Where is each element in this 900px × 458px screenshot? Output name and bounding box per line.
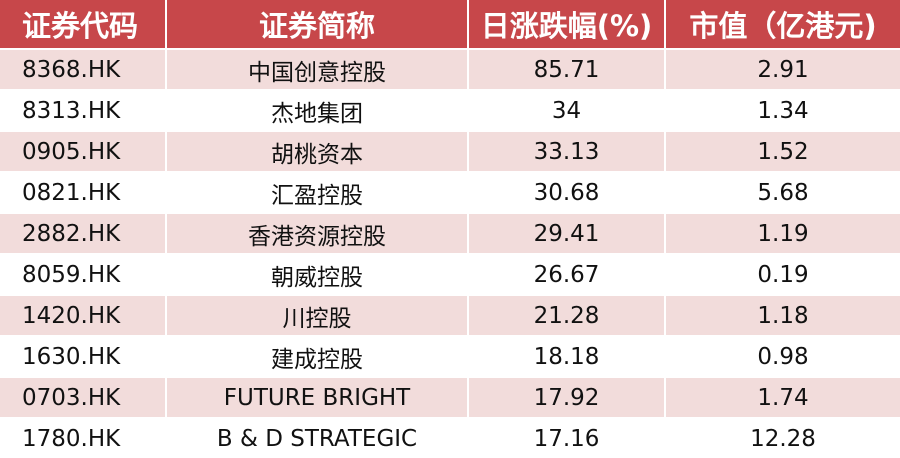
table-cell: 建成控股: [167, 337, 469, 376]
table-cell: 1.74: [666, 378, 900, 417]
table-cell: 1.52: [666, 132, 900, 171]
table-cell: 17.16: [469, 419, 666, 458]
table-cell: 杰地集团: [167, 91, 469, 130]
header-cell: 证券简称: [167, 0, 469, 48]
table-cell: 0.98: [757, 343, 809, 370]
table-cell: 中国创意控股: [167, 50, 469, 89]
table-cell: 汇盈控股: [167, 173, 469, 212]
table-cell: 26.67: [469, 255, 666, 294]
table-row: 1420.HK 川控股 21.28 1.18: [0, 296, 900, 335]
header-cell: 市值（亿港元): [666, 0, 900, 48]
table-cell: 胡桃资本: [167, 132, 469, 171]
table-row: 8059.HK 朝威控股 26.67 0.19: [0, 255, 900, 294]
table-cell: 5.68: [757, 179, 809, 206]
table-row: 2882.HK 香港资源控股 29.41 1.19: [0, 214, 900, 253]
table-cell: 33.13: [469, 132, 666, 171]
header-row: 证券代码 证券简称 日涨跌幅(%) 市值（亿港元): [0, 0, 900, 48]
table-cell: 川控股: [167, 296, 469, 335]
table-cell: 21.28: [469, 296, 666, 335]
table-cell: 0821.HK: [0, 173, 167, 212]
table-cell: 2.91: [666, 50, 900, 89]
header-cell: 证券代码: [0, 0, 167, 48]
table-row: 0821.HK 汇盈控股 30.68 5.68: [0, 173, 900, 212]
table-cell: 1.19: [666, 214, 900, 253]
table-row: 1780.HK B & D STRATEGIC 17.16 12.28: [0, 419, 900, 458]
table-cell: B & D STRATEGIC: [167, 419, 469, 458]
table-cell: 8313.HK: [0, 91, 167, 130]
table-cell: 1780.HK: [0, 419, 167, 458]
table-cell: 1420.HK: [0, 296, 167, 335]
table-cell: 1.18: [666, 296, 900, 335]
table-cell: 0.19: [757, 261, 809, 288]
table-cell: 1.34: [757, 97, 809, 124]
table-row: 8313.HK 杰地集团 34 1.34: [0, 91, 900, 130]
table-cell: 香港资源控股: [167, 214, 469, 253]
table-cell: 0905.HK: [0, 132, 167, 171]
table-row: 1630.HK 建成控股 18.18 0.98: [0, 337, 900, 376]
header-cell: 日涨跌幅(%): [469, 0, 666, 48]
table-row: 0905.HK 胡桃资本 33.13 1.52: [0, 132, 900, 171]
table-cell: 0703.HK: [0, 378, 167, 417]
table-cell: 2882.HK: [0, 214, 167, 253]
table-row: 0703.HK FUTURE BRIGHT 17.92 1.74: [0, 378, 900, 417]
table-cell: 34: [469, 91, 666, 130]
table-cell: 8059.HK: [0, 255, 167, 294]
table-cell: 8368.HK: [0, 50, 167, 89]
table-cell: 29.41: [469, 214, 666, 253]
table-cell: 85.71: [469, 50, 666, 89]
table-cell: 17.92: [469, 378, 666, 417]
table-cell: 12.28: [750, 425, 816, 452]
table-cell: 朝威控股: [167, 255, 469, 294]
table-cell: FUTURE BRIGHT: [167, 378, 469, 417]
table-cell: 30.68: [469, 173, 666, 212]
table-cell: 1630.HK: [0, 337, 167, 376]
table-cell: 18.18: [469, 337, 666, 376]
table-row: 8368.HK 中国创意控股 85.71 2.91: [0, 50, 900, 89]
